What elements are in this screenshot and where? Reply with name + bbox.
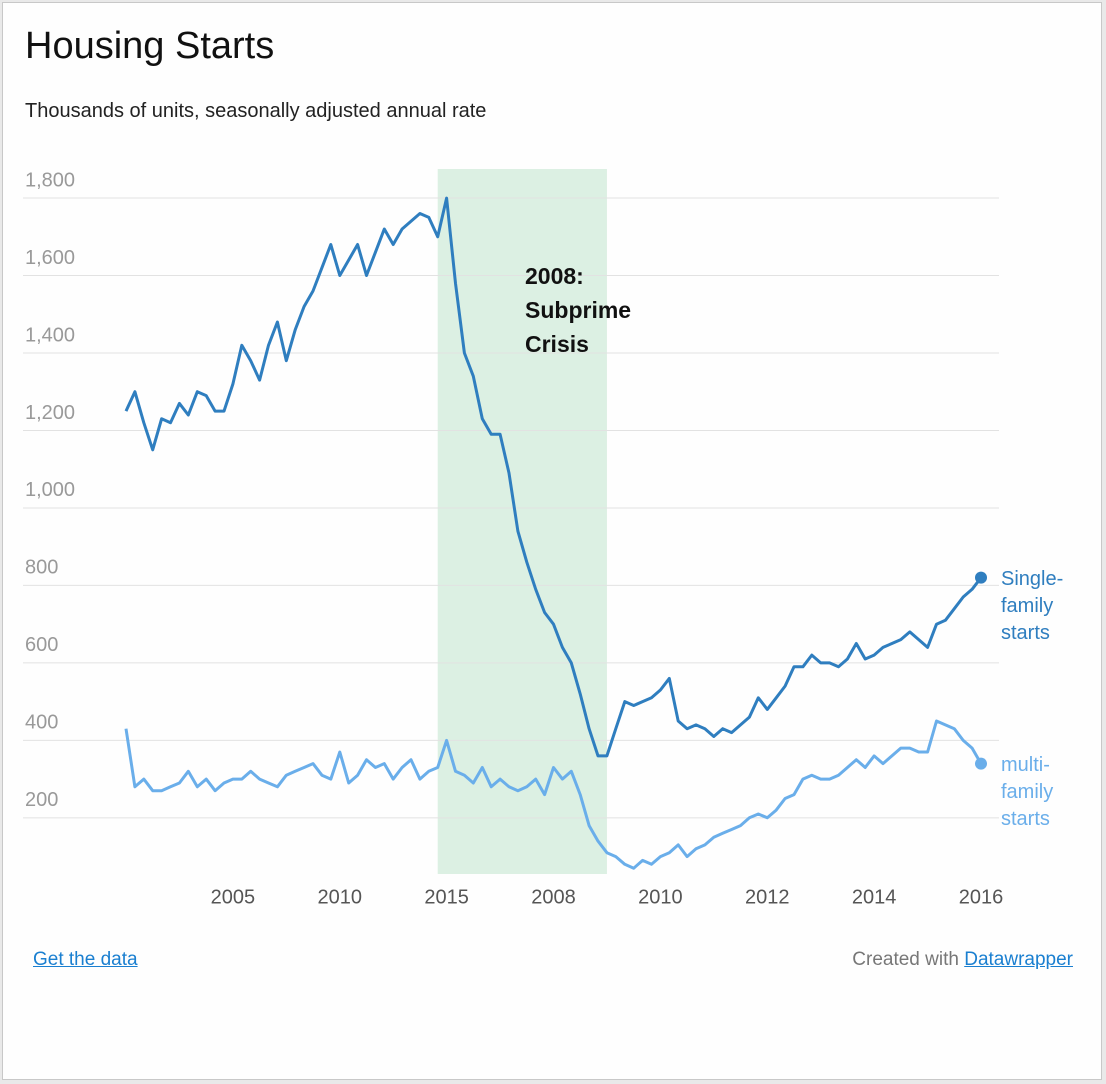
x-tick-label: 2010	[318, 886, 363, 908]
y-tick-label: 1,800	[25, 169, 75, 191]
chart-subtitle: Thousands of units, seasonally adjusted …	[25, 100, 487, 122]
y-tick-label: 1,000	[25, 479, 75, 501]
highlight-band	[437, 169, 607, 874]
y-tick-label: 200	[25, 789, 58, 811]
chart: 200 400 600 800 1,000 1,200 1,400 1,600 1,800 200…	[23, 169, 1004, 908]
series-line	[124, 719, 983, 870]
end-dot	[975, 571, 987, 584]
series-line	[124, 196, 983, 758]
end-dot	[975, 757, 987, 770]
x-tick-label: 2010	[638, 886, 683, 908]
y-tick-label: 400	[25, 712, 58, 734]
x-tick-label: 2016	[959, 886, 1004, 908]
x-tick-label: 2014	[852, 886, 897, 908]
get-data-link[interactable]: Get the data	[33, 949, 138, 970]
y-tick-label: 800	[25, 557, 58, 579]
chart-title: Housing Starts	[25, 25, 275, 67]
y-tick-label: 1,600	[25, 247, 75, 269]
x-tick-label: 2012	[745, 886, 790, 908]
y-tick-label: 1,400	[25, 324, 75, 346]
footer-left: Get the data	[33, 949, 138, 971]
credit: Created with	[852, 949, 959, 970]
x-tick-label: 2005	[211, 886, 256, 908]
y-tick-label: 600	[25, 634, 58, 656]
x-tick-label: 2008	[531, 886, 576, 908]
annotation: 2008: Subprime Crisis	[525, 263, 632, 357]
x-tick-label: 2015	[424, 886, 469, 908]
series-label: multi-family starts	[1001, 753, 1054, 830]
series-label: Single-family starts	[1001, 567, 1064, 644]
y-tick-label: 1,200	[25, 402, 75, 424]
datawrapper-link[interactable]: Datawrapper	[964, 949, 1073, 970]
footer-right: Created with Datawrapper	[852, 949, 1073, 971]
